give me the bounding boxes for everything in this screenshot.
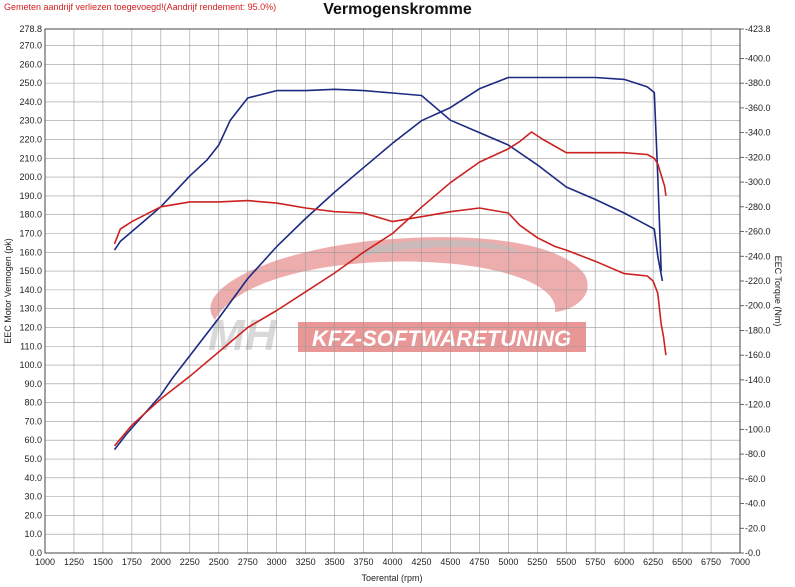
x-tick-label: 4500 <box>440 557 460 567</box>
y-tick-label: 40.0 <box>24 473 42 483</box>
y2-tick-label: -20.0 <box>745 523 766 533</box>
y-tick-label: 50.0 <box>24 454 42 464</box>
y2-tick-label: -60.0 <box>745 474 766 484</box>
y-tick-label: 210.0 <box>19 153 42 163</box>
y2-tick-label: -140.0 <box>745 375 771 385</box>
watermark-swoosh-outer <box>210 237 588 320</box>
y-tick-label: 90.0 <box>24 379 42 389</box>
y2-tick-label: -260.0 <box>745 227 771 237</box>
y-tick-label: 140.0 <box>19 285 42 295</box>
y-tick-label: 80.0 <box>24 398 42 408</box>
y-tick-label: 30.0 <box>24 492 42 502</box>
x-tick-label: 5000 <box>498 557 518 567</box>
y2-tick-label: -280.0 <box>745 202 771 212</box>
x-tick-label: 4000 <box>382 557 402 567</box>
measurement-note: Gemeten aandrijf verliezen toegevoegd!(A… <box>4 2 277 12</box>
y2-tick-label: -423.8 <box>745 24 771 34</box>
x-axis-label: Toerental (rpm) <box>361 573 422 583</box>
y2-tick-label: -180.0 <box>745 325 771 335</box>
y-tick-label: 270.0 <box>19 41 42 51</box>
y2-tick-label: -340.0 <box>745 128 771 138</box>
watermark-swoosh-grey <box>365 240 520 256</box>
y2-tick-label: -0.0 <box>745 548 761 558</box>
y-tick-label: 110.0 <box>20 341 42 351</box>
y-tick-label: 190.0 <box>19 191 42 201</box>
x-tick-label: 3500 <box>325 557 345 567</box>
y-tick-label: 0.0 <box>29 548 42 558</box>
y-tick-label: 278.8 <box>19 24 42 34</box>
x-tick-label: 2500 <box>209 557 229 567</box>
x-tick-label: 6750 <box>701 557 721 567</box>
x-tick-label: 6000 <box>614 557 634 567</box>
y-tick-label: 150.0 <box>19 266 42 276</box>
x-tick-label: 7000 <box>730 557 750 567</box>
y-tick-label: 240.0 <box>19 97 42 107</box>
y-tick-label: 250.0 <box>19 78 42 88</box>
y2-tick-label: -40.0 <box>745 499 766 509</box>
x-tick-label: 6250 <box>643 557 663 567</box>
y-tick-label: 200.0 <box>19 172 42 182</box>
y-tick-label: 130.0 <box>19 304 42 314</box>
plot-frame <box>44 28 741 554</box>
x-tick-label: 1750 <box>122 557 142 567</box>
x-tick-label: 1500 <box>93 557 113 567</box>
y2-axis-label: EEC Torque (Nm) <box>773 256 783 327</box>
grid <box>44 28 741 554</box>
y2-tick-label: -80.0 <box>745 449 766 459</box>
x-tick-label: 4750 <box>469 557 489 567</box>
y-tick-label: 10.0 <box>24 529 42 539</box>
y2-tick-label: -220.0 <box>745 276 771 286</box>
x-tick-label: 3750 <box>354 557 374 567</box>
y2-tick-label: -400.0 <box>745 53 771 63</box>
y-tick-label: 160.0 <box>19 247 42 257</box>
x-tick-label: 2750 <box>238 557 258 567</box>
y2-tick-label: -300.0 <box>745 177 771 187</box>
y2-tick-label: -100.0 <box>745 424 771 434</box>
y-tick-label: 260.0 <box>19 59 42 69</box>
x-tick-label: 5750 <box>585 557 605 567</box>
y-tick-label: 170.0 <box>19 228 42 238</box>
x-tick-label: 3000 <box>267 557 287 567</box>
y-axis-label: EEC Motor Vermogen (pk) <box>3 238 13 344</box>
series-line-2 <box>113 88 664 282</box>
y2-tick-label: -200.0 <box>745 301 771 311</box>
watermark-banner <box>298 322 586 352</box>
y-tick-label: 70.0 <box>24 416 42 426</box>
y-tick-label: 220.0 <box>19 135 42 145</box>
y-tick-label: 230.0 <box>19 116 42 126</box>
x-tick-label: 6500 <box>672 557 692 567</box>
y-tick-label: 180.0 <box>19 210 42 220</box>
y2-tick-label: -360.0 <box>745 103 771 113</box>
series-group <box>113 76 667 451</box>
ticks-group: 1000 1250 1500 1750 2000 2250 2500 2750 3000 3250… <box>19 24 770 567</box>
x-tick-label: 5250 <box>527 557 547 567</box>
x-tick-label: 4250 <box>411 557 431 567</box>
x-tick-label: 5500 <box>556 557 576 567</box>
y2-tick-label: -240.0 <box>745 251 771 261</box>
y-tick-label: 20.0 <box>24 510 42 520</box>
watermark-swoosh-inner <box>260 267 525 305</box>
series-line-4 <box>113 199 667 356</box>
y2-tick-label: -380.0 <box>745 78 771 88</box>
watermark: MH KFZ-SOFTWARETUNING <box>208 237 588 360</box>
series-line-1 <box>113 76 662 451</box>
chart-title: Vermogenskromme <box>323 1 472 18</box>
x-tick-label: 2000 <box>151 557 171 567</box>
y2-tick-label: -120.0 <box>745 400 771 410</box>
x-tick-label: 2250 <box>180 557 200 567</box>
y-tick-label: 60.0 <box>24 435 42 445</box>
x-tick-label: 3250 <box>296 557 316 567</box>
y2-tick-label: -160.0 <box>745 350 771 360</box>
y-tick-label: 120.0 <box>19 322 42 332</box>
y2-tick-label: -320.0 <box>745 152 771 162</box>
series-line-3 <box>113 131 667 447</box>
watermark-text: KFZ-SOFTWARETUNING <box>312 326 571 351</box>
x-tick-label: 1000 <box>35 557 55 567</box>
x-tick-label: 1250 <box>64 557 84 567</box>
y-tick-label: 100.0 <box>19 360 42 370</box>
